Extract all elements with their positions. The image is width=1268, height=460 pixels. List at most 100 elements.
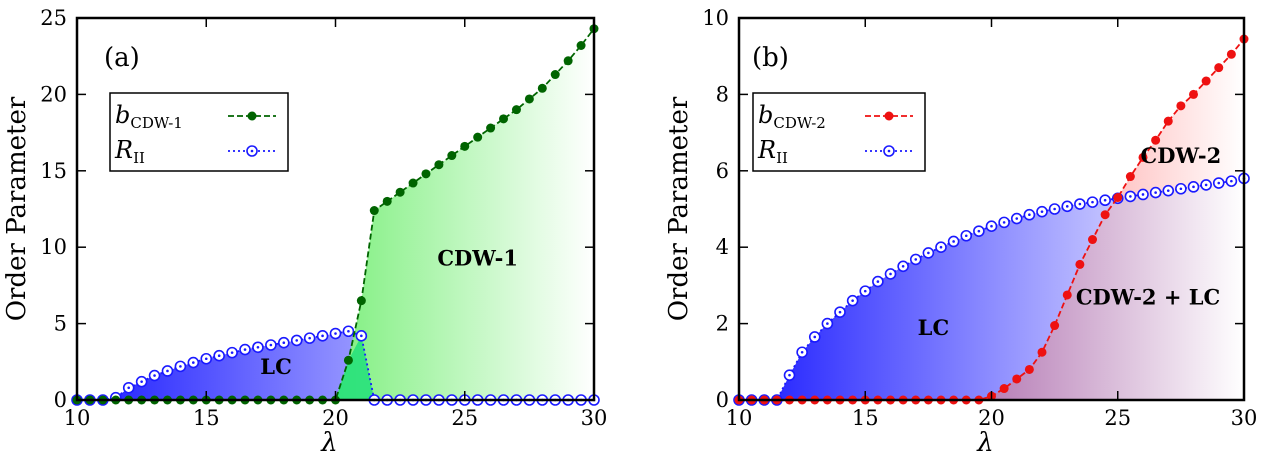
region-label: CDW-2 + LC	[1076, 285, 1220, 310]
data-point	[303, 332, 316, 344]
data-point	[226, 346, 238, 359]
legend-label: bCDW-1	[115, 101, 183, 132]
data-point	[1099, 194, 1111, 207]
data-point	[1187, 181, 1200, 193]
data-point	[355, 330, 368, 342]
y-tick-label: 0	[54, 388, 67, 412]
data-point	[499, 114, 509, 124]
data-point	[1036, 205, 1048, 218]
panel-label: (b)	[752, 43, 789, 73]
data-point	[1212, 177, 1225, 189]
data-point	[1214, 63, 1224, 73]
x-axis-label: λ	[320, 428, 337, 458]
data-point	[973, 225, 985, 237]
data-point	[1176, 101, 1186, 111]
x-tick-label: 20	[322, 406, 349, 430]
x-tick-label: 30	[581, 406, 608, 430]
y-tick-label: 15	[40, 159, 67, 183]
x-tick-label: 30	[1231, 406, 1258, 430]
data-point	[884, 268, 897, 280]
data-point	[834, 306, 846, 318]
data-point	[1175, 182, 1187, 195]
data-point	[369, 206, 379, 216]
data-point	[1137, 188, 1149, 201]
data-point	[783, 369, 796, 381]
y-tick-label: 4	[716, 235, 729, 259]
data-point	[1010, 212, 1023, 225]
data-point	[161, 365, 174, 377]
region-label: CDW-1	[437, 246, 518, 271]
data-point	[947, 235, 960, 248]
legend: bCDW-2 RII	[752, 92, 926, 172]
x-tick-label: 10	[726, 406, 753, 430]
data-point	[909, 253, 922, 266]
shaded-regions	[77, 28, 594, 401]
panel-label: (a)	[104, 43, 140, 73]
x-tick-label: 10	[64, 406, 91, 430]
data-point	[821, 317, 834, 330]
data-point	[395, 187, 405, 197]
data-point	[960, 229, 973, 242]
data-point	[277, 336, 290, 349]
data-point	[1074, 198, 1086, 210]
data-point	[1061, 200, 1074, 213]
data-point	[252, 341, 264, 354]
data-point	[872, 275, 884, 288]
data-point	[999, 384, 1009, 394]
data-point	[985, 220, 998, 232]
x-axis-label: λ	[976, 428, 993, 458]
data-point	[1100, 210, 1110, 220]
y-tick-label: 8	[716, 82, 729, 106]
data-point	[473, 132, 483, 142]
data-point	[316, 330, 329, 342]
data-point	[1062, 290, 1072, 300]
lc-region	[77, 331, 594, 400]
x-tick-label: 15	[852, 406, 879, 430]
data-point	[796, 346, 808, 359]
axis-ticks: 10 15 20 25 30 0 2 4 6 8 10	[702, 6, 1257, 430]
axis-ticks: 10 15 20 25 30 0 5 10 15 20 25	[40, 6, 607, 430]
region-label: LC	[918, 315, 949, 340]
data-point	[550, 70, 560, 80]
data-point	[187, 356, 200, 369]
y-tick-label: 5	[54, 312, 67, 336]
data-point	[1138, 152, 1148, 162]
data-point	[998, 216, 1010, 229]
legend-entry: bCDW-1	[115, 101, 276, 132]
legend-entry: RII	[757, 136, 913, 167]
data-point	[1225, 175, 1238, 187]
data-point	[148, 369, 161, 382]
data-point	[563, 56, 573, 66]
data-point	[1048, 203, 1061, 215]
panel-b: 10 15 20 25 30 0 2 4 6 8 10 λ Order Parameter (b) LC CD…	[664, 6, 1257, 458]
data-point	[174, 360, 187, 373]
data-point	[265, 339, 277, 351]
y-tick-label: 20	[40, 82, 67, 106]
data-point	[1037, 347, 1047, 357]
legend-entry: bCDW-2	[758, 101, 913, 132]
region-label: CDW-2	[1141, 143, 1222, 168]
data-point	[486, 123, 496, 133]
y-tick-label: 6	[716, 159, 729, 183]
data-point	[1201, 76, 1211, 86]
legend: bCDW-1 RII	[109, 92, 289, 172]
data-point	[329, 327, 342, 340]
data-point	[576, 41, 586, 51]
data-point	[524, 94, 534, 104]
data-point	[1086, 196, 1099, 208]
data-point	[1151, 135, 1161, 145]
data-point	[421, 169, 431, 179]
data-point	[343, 355, 353, 365]
panel-a: 10 15 20 25 30 0 5 10 15 20 25 λ Order Parameter (a) L…	[2, 6, 607, 458]
y-tick-label: 10	[40, 235, 67, 259]
y-tick-label: 25	[40, 6, 67, 30]
data-point	[537, 83, 547, 93]
data-point	[897, 260, 909, 273]
data-point	[408, 178, 418, 188]
data-point	[447, 151, 457, 161]
data-point	[1200, 179, 1212, 191]
data-point	[382, 196, 392, 206]
y-tick-label: 0	[716, 388, 729, 412]
data-point	[342, 325, 355, 338]
